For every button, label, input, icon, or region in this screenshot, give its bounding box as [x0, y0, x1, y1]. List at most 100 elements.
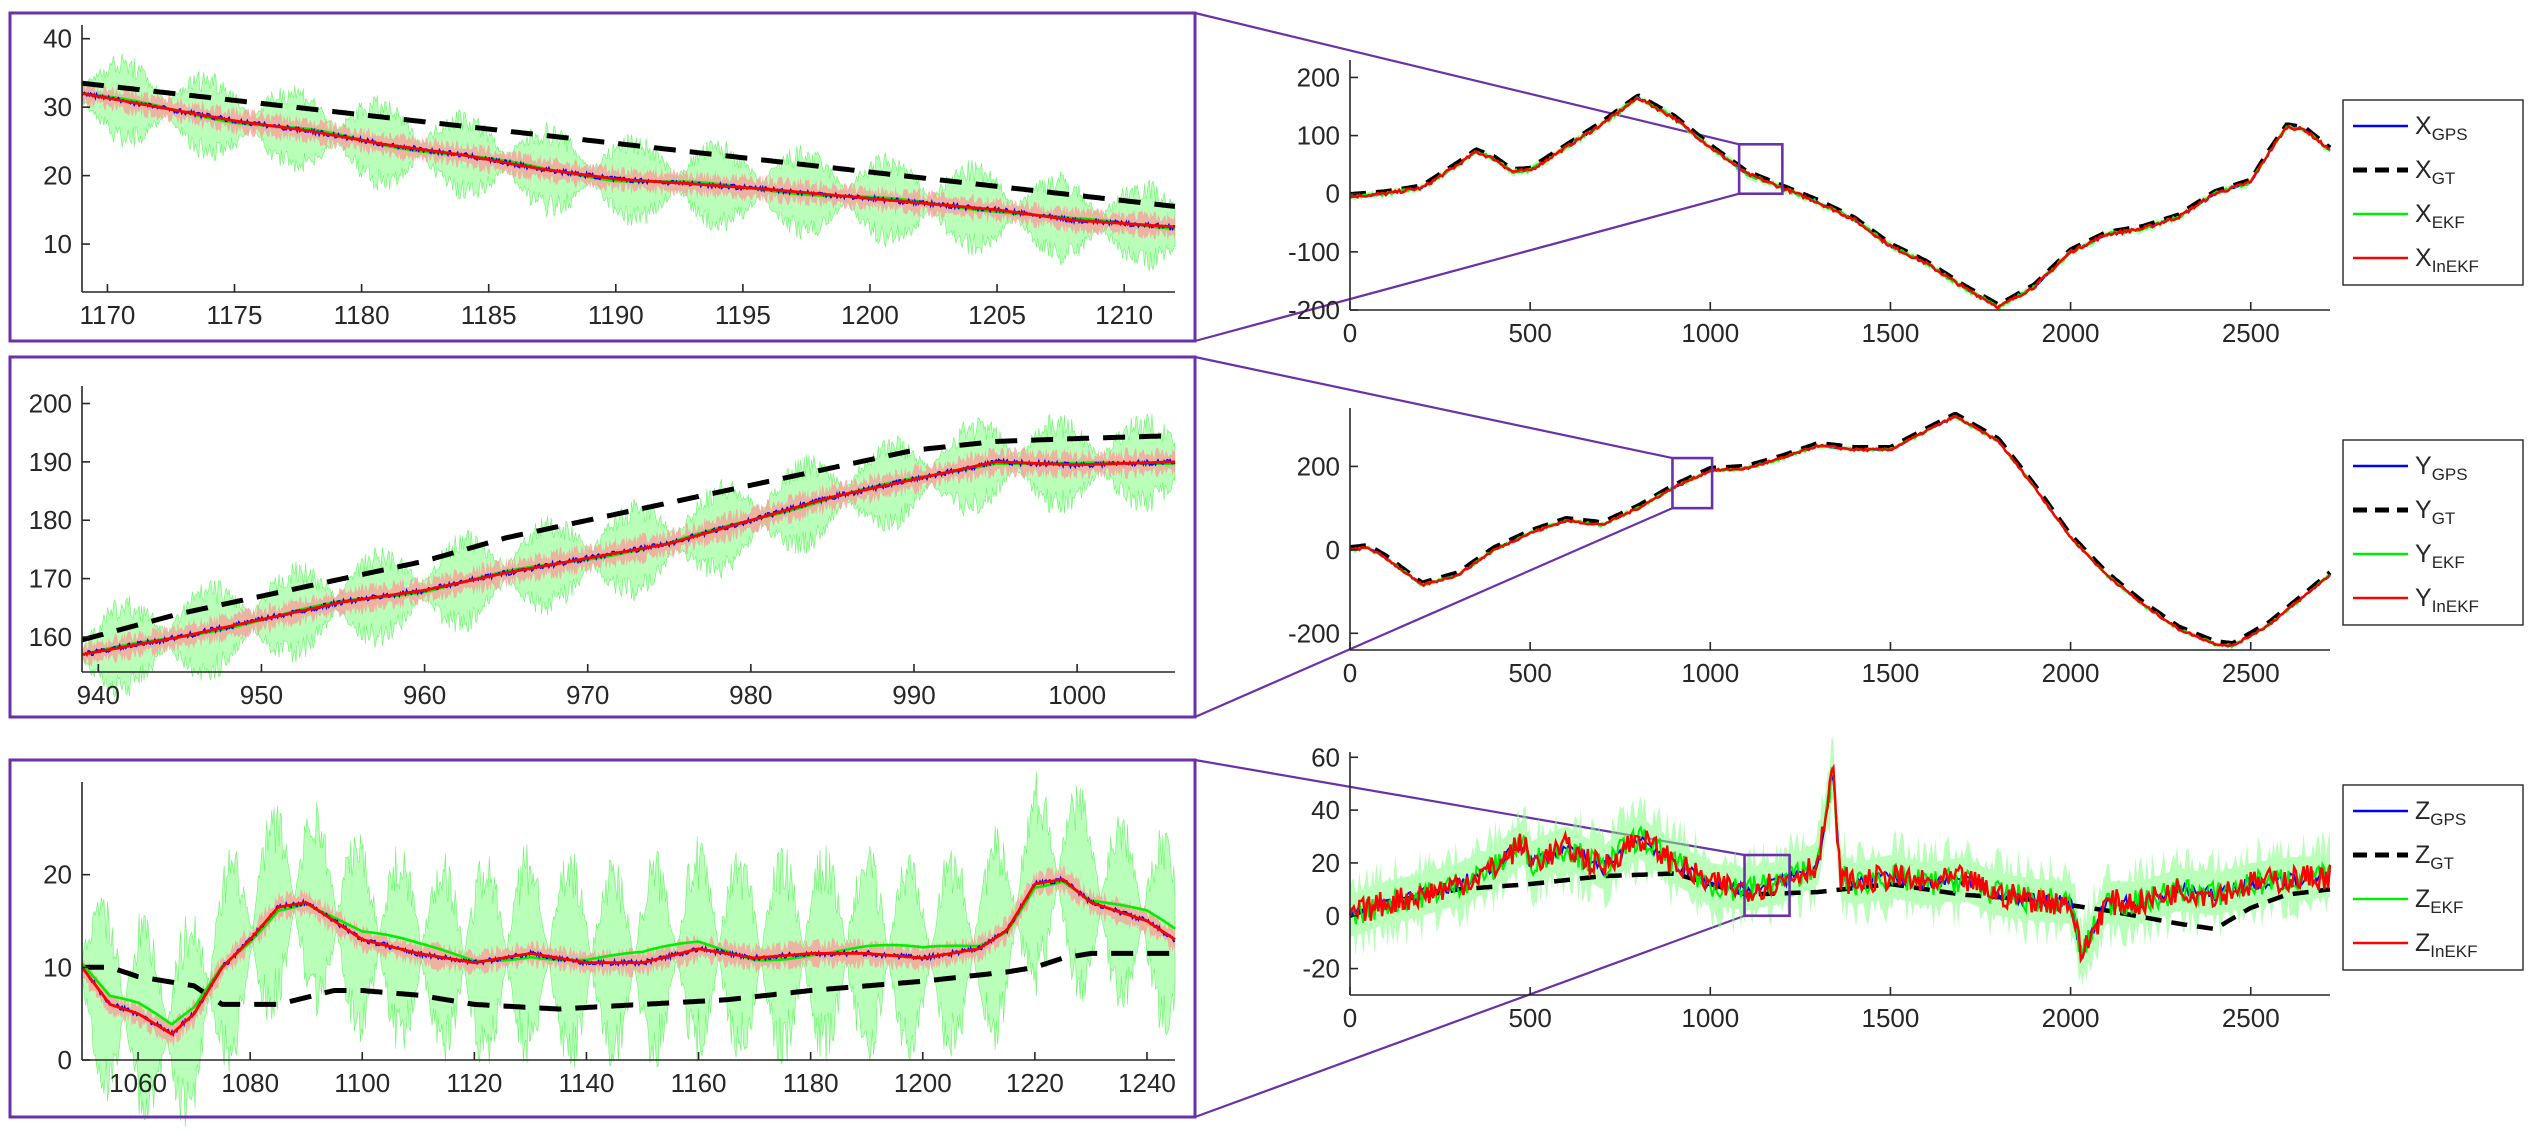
y-main-ekf-line: [1349, 415, 2331, 649]
zoom-connectors: [1194, 11, 1745, 1119]
z-inset-inekf-band: [82, 864, 1175, 1048]
z-inset-x-tick-label: 1120: [446, 1068, 502, 1098]
x-main-x-tick-label: 1000: [1681, 318, 1739, 348]
x-main-x-tick-label: 1500: [1862, 318, 1920, 348]
y-inset-x-tick-label: 980: [729, 680, 772, 710]
x-inset-panel: 1170 1175 1180 1185 1190 1195 1200 1205 1210 10 20…: [8, 11, 1197, 343]
z-inset-y-tick-label: 10: [43, 952, 72, 982]
x-inset-x-tick-label: 1200: [841, 300, 899, 330]
x-main-y-tick-label: -200: [1288, 295, 1340, 325]
x-main-x-tick-label: 2500: [2222, 318, 2280, 348]
z-inset-x-tick-label: 1060: [109, 1068, 167, 1098]
x-main-gt-line: [1349, 93, 2332, 307]
x-main-ekf-line: [1349, 96, 2331, 310]
x-main-gps-line: [1349, 96, 2331, 309]
z-main-legend-subscript: EKF: [2430, 898, 2463, 917]
z-main-x-tick-label: 500: [1508, 1003, 1551, 1033]
z-main-y-tick-label: -20: [1302, 954, 1340, 984]
x-main-zoom-box: [1737, 143, 1784, 196]
z-main-y-tick-label: 0: [1326, 901, 1340, 931]
y-main-gt-line: [1349, 412, 2332, 646]
y-inset-y-tick-label: 200: [29, 389, 72, 419]
y-main-connector-top: [1194, 355, 1673, 460]
y-main-y-tick-label: -200: [1288, 618, 1340, 648]
y-main-legend-subscript: GPS: [2432, 465, 2468, 484]
x-main-legend-subscript: GT: [2432, 169, 2456, 188]
z-inset-inekf-line: [80, 878, 1176, 1036]
z-main-y-tick-label: 40: [1311, 795, 1340, 825]
x-inset-x-tick-label: 1185: [461, 300, 517, 330]
y-inset-y-tick-label: 160: [29, 622, 72, 652]
y-inset-panel: 940 950 960 970 980 990 1000 160 170 180 190 200: [8, 355, 1197, 719]
y-inset-frame: [8, 355, 1197, 719]
x-inset-gt-line: [81, 80, 1176, 209]
z-main-legend-subscript: GT: [2430, 854, 2454, 873]
x-main-connector-bottom: [1194, 192, 1740, 343]
z-inset-x-tick-label: 1100: [334, 1068, 390, 1098]
z-main-legend-subscript: InEKF: [2430, 942, 2477, 961]
x-main-x-tick-label: 2000: [2042, 318, 2100, 348]
z-main-x-tick-label: 2500: [2222, 1003, 2280, 1033]
y-main-legend-subscript: InEKF: [2432, 597, 2479, 616]
z-main-connector-bottom: [1194, 914, 1745, 1119]
x-main-legend-subscript: GPS: [2432, 125, 2468, 144]
y-main-zoom-box: [1671, 456, 1714, 510]
z-main-x-tick-label: 1500: [1862, 1003, 1920, 1033]
z-inset-x-tick-label: 1160: [671, 1068, 727, 1098]
x-inset-x-tick-label: 1170: [79, 300, 135, 330]
y-main-connector-bottom: [1194, 507, 1673, 719]
y-main-legend-box: [2342, 439, 2524, 626]
x-main-connector-top: [1194, 11, 1740, 146]
y-inset-x-tick-label: 950: [240, 680, 283, 710]
x-main-y-tick-label: -100: [1288, 237, 1340, 267]
y-main-y-tick-label: 200: [1297, 451, 1340, 481]
y-inset-x-tick-label: 960: [403, 680, 446, 710]
y-inset-x-tick-label: 940: [77, 680, 120, 710]
y-inset-y-tick-label: 180: [29, 505, 72, 535]
x-inset-y-tick-label: 30: [43, 92, 72, 122]
y-main-x-tick-label: 2500: [2222, 658, 2280, 688]
y-main-x-tick-label: 500: [1508, 658, 1551, 688]
y-main-legend-subscript: EKF: [2432, 553, 2465, 572]
z-inset-x-tick-label: 1200: [894, 1068, 952, 1098]
z-main-inekf-line: [1348, 763, 2332, 965]
x-inset-x-tick-label: 1205: [968, 300, 1026, 330]
y-inset-y-tick-label: 190: [29, 447, 72, 477]
x-inset-y-tick-label: 20: [43, 161, 72, 191]
x-inset-y-tick-label: 40: [43, 24, 72, 54]
z-main-zoom-box: [1743, 853, 1791, 918]
y-main-gps-line: [1349, 415, 2331, 648]
z-inset-x-tick-label: 1240: [1118, 1068, 1176, 1098]
z-main-legend-subscript: GPS: [2430, 810, 2466, 829]
y-main-legend-subscript: GT: [2432, 509, 2456, 528]
z-main-y-tick-label: 20: [1311, 848, 1340, 878]
z-inset-x-tick-label: 1220: [1006, 1068, 1064, 1098]
y-inset-y-tick-label: 170: [29, 564, 72, 594]
x-main-x-tick-label: 0: [1343, 318, 1357, 348]
y-inset-x-tick-label: 1000: [1048, 680, 1106, 710]
x-main-y-tick-label: 0: [1326, 179, 1340, 209]
x-inset-x-tick-label: 1175: [207, 300, 263, 330]
x-inset-y-tick-label: 10: [43, 229, 72, 259]
x-main-y-tick-label: 100: [1297, 121, 1340, 151]
x-main-ekf-band: [1350, 93, 2330, 312]
x-main-panel: 0 500 1000 1500 2000 2500-200-1000100200XGPSX…: [1288, 60, 2524, 348]
z-inset-ekf-band: [81, 771, 1176, 1128]
z-main-x-tick-label: 1000: [1681, 1003, 1739, 1033]
x-inset-ekf-band: [81, 53, 1176, 272]
z-inset-y-tick-label: 20: [43, 860, 72, 890]
y-inset-gt-line: [81, 433, 1175, 643]
z-main-panel: 0 500 1000 1500 2000 2500-200204060ZGPSZGTZEK…: [1302, 737, 2524, 1033]
z-main-y-tick-label: 60: [1311, 742, 1340, 772]
z-inset-gt-line: [82, 950, 1175, 1012]
x-main-inekf-line: [1349, 96, 2331, 310]
y-inset-x-tick-label: 970: [566, 680, 609, 710]
y-inset-inekf-band: [82, 446, 1175, 667]
y-main-x-tick-label: 1500: [1862, 658, 1920, 688]
y-inset-x-tick-label: 990: [892, 680, 935, 710]
x-main-legend-subscript: InEKF: [2432, 257, 2479, 276]
x-inset-x-tick-label: 1180: [334, 300, 390, 330]
x-inset-x-tick-label: 1195: [715, 300, 771, 330]
